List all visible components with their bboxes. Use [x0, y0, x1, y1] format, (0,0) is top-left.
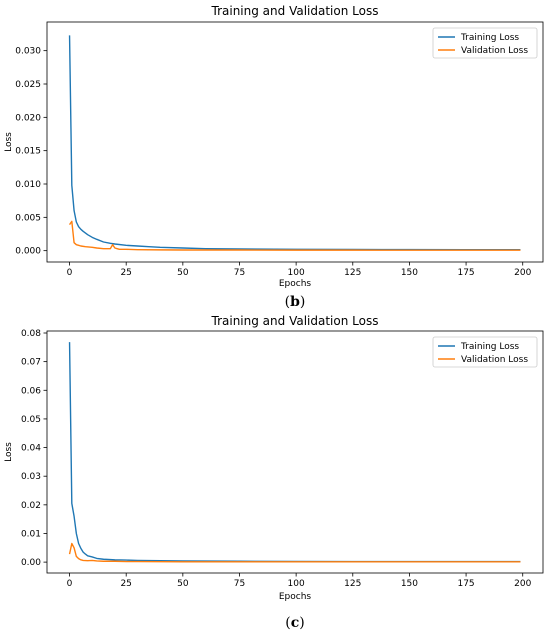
y-tick-label: 0.000 [15, 247, 41, 257]
chart-title: Training and Validation Loss [211, 314, 379, 328]
series-line-validation-loss [68, 220, 521, 251]
x-tick-label: 150 [401, 579, 418, 589]
x-tick-label: 75 [234, 579, 245, 589]
legend: Training Loss Validation Loss [432, 336, 538, 368]
y-tick-label: 0.010 [15, 180, 41, 190]
plot-frame [46, 21, 544, 263]
x-tick-label: 175 [457, 579, 474, 589]
x-axis-label: Epochs [279, 592, 312, 602]
legend-box [432, 336, 538, 368]
x-tick-label: 100 [288, 268, 305, 278]
chart-1: Training and Validation Loss 0 25 50 75 100 12… [4, 314, 544, 631]
legend-label: Validation Loss [461, 46, 528, 56]
x-tick-label: 200 [514, 268, 531, 278]
y-tick-label: 0.03 [21, 472, 41, 482]
x-tick-label: 125 [344, 579, 361, 589]
x-axis-label: Epochs [279, 279, 312, 289]
x-tick-label: 75 [234, 268, 245, 278]
panel-caption: (c) [285, 615, 304, 631]
y-tick-label: 0.015 [15, 147, 41, 157]
x-tick-label: 175 [457, 268, 474, 278]
legend-box [432, 27, 538, 59]
y-tick-label: 0.020 [15, 113, 41, 123]
x-tick-label: 200 [514, 579, 531, 589]
legend-label: Training Loss [460, 342, 519, 352]
x-tick-label: 25 [120, 268, 131, 278]
y-tick-label: 0.04 [21, 444, 41, 454]
y-tick-label: 0.06 [21, 386, 41, 396]
legend: Training Loss Validation Loss [432, 27, 538, 59]
y-tick-label: 0.030 [15, 47, 41, 57]
y-tick-label: 0.05 [21, 415, 41, 425]
y-tick-label: 0.025 [15, 80, 41, 90]
series-line-training-loss [68, 35, 521, 251]
x-tick-label: 25 [120, 579, 131, 589]
legend-label: Training Loss [460, 33, 519, 43]
y-tick-label: 0.02 [21, 501, 41, 511]
series-line-training-loss [68, 342, 521, 563]
x-tick-label: 125 [344, 268, 361, 278]
y-tick-label: 0.01 [21, 529, 41, 539]
y-tick-label: 0.07 [21, 358, 41, 368]
x-tick-label: 0 [67, 268, 73, 278]
y-tick-label: 0.00 [21, 558, 41, 568]
y-tick-label: 0.005 [15, 213, 41, 223]
panel-caption: (b) [285, 294, 306, 310]
x-tick-label: 100 [288, 579, 305, 589]
chart-0: Training and Validation Loss 0 25 50 75 100 12… [4, 4, 544, 310]
x-tick-label: 50 [177, 579, 189, 589]
x-tick-label: 50 [177, 268, 189, 278]
y-tick-label: 0.08 [21, 329, 41, 339]
x-tick-label: 150 [401, 268, 418, 278]
x-tick-label: 0 [67, 579, 73, 589]
legend-label: Validation Loss [461, 355, 528, 365]
plot-frame [46, 330, 544, 574]
y-axis-label: Loss [4, 442, 14, 462]
chart-title: Training and Validation Loss [211, 4, 379, 18]
series-line-validation-loss [68, 542, 521, 563]
y-axis-label: Loss [4, 132, 14, 152]
